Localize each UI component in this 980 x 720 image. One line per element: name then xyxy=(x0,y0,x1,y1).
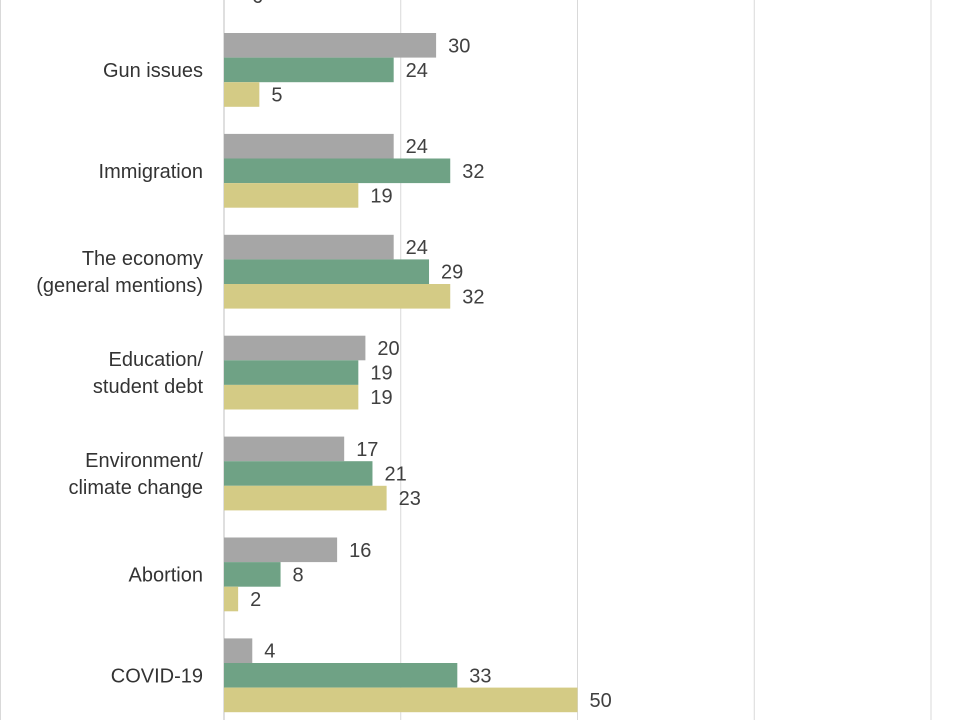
value-label: 23 xyxy=(399,488,421,510)
value-label: 24 xyxy=(406,237,428,259)
bar xyxy=(224,663,458,688)
bar xyxy=(224,234,394,260)
category-label: Gun issues xyxy=(103,60,203,82)
value-label: 17 xyxy=(356,439,378,461)
value-label: 24 xyxy=(406,60,428,82)
bar xyxy=(224,259,430,284)
value-label: 4 xyxy=(264,641,275,663)
bar xyxy=(224,485,387,511)
bar xyxy=(224,586,239,612)
bar xyxy=(224,360,359,385)
bar xyxy=(224,436,345,462)
value-label-partial: 6 xyxy=(252,0,263,8)
value-label: 20 xyxy=(377,338,399,360)
bar xyxy=(224,562,281,587)
value-label: 50 xyxy=(590,690,612,712)
value-label: 21 xyxy=(384,464,406,486)
category-label: Education/student debt xyxy=(93,349,204,398)
category-label: The economy (general mentions) xyxy=(36,248,203,297)
value-label: 8 xyxy=(293,564,304,586)
bar-series xyxy=(224,33,578,713)
value-label: 19 xyxy=(370,363,392,385)
value-label: 5 xyxy=(271,85,282,107)
bar xyxy=(224,57,394,83)
bar xyxy=(224,183,359,208)
value-label: 24 xyxy=(406,136,428,158)
value-label: 19 xyxy=(370,185,392,207)
value-label: 32 xyxy=(462,161,484,183)
bar xyxy=(224,33,437,58)
category-label: COVID-19 xyxy=(111,665,203,687)
value-label: 30 xyxy=(448,35,470,57)
bar xyxy=(224,133,394,159)
category-label: Environment/climate change xyxy=(68,450,203,499)
bar xyxy=(224,158,451,184)
bar xyxy=(224,687,578,713)
value-label: 32 xyxy=(462,286,484,308)
bar xyxy=(224,537,338,563)
value-label: 16 xyxy=(349,540,371,562)
bar xyxy=(224,638,253,663)
category-label: Immigration xyxy=(99,161,203,183)
bar xyxy=(224,384,359,410)
category-label: Abortion xyxy=(129,564,204,586)
bar xyxy=(224,284,451,309)
value-label: 2 xyxy=(250,589,261,611)
bar xyxy=(224,461,373,486)
category-labels: Gun issues Immigration The economy (general… xyxy=(36,60,203,687)
value-label: 33 xyxy=(469,665,491,687)
value-label: 29 xyxy=(441,262,463,284)
bar xyxy=(224,335,366,361)
bar xyxy=(224,82,260,107)
value-labels: 630245243219242932201919172123168243350 xyxy=(250,0,612,712)
value-label: 19 xyxy=(370,387,392,409)
